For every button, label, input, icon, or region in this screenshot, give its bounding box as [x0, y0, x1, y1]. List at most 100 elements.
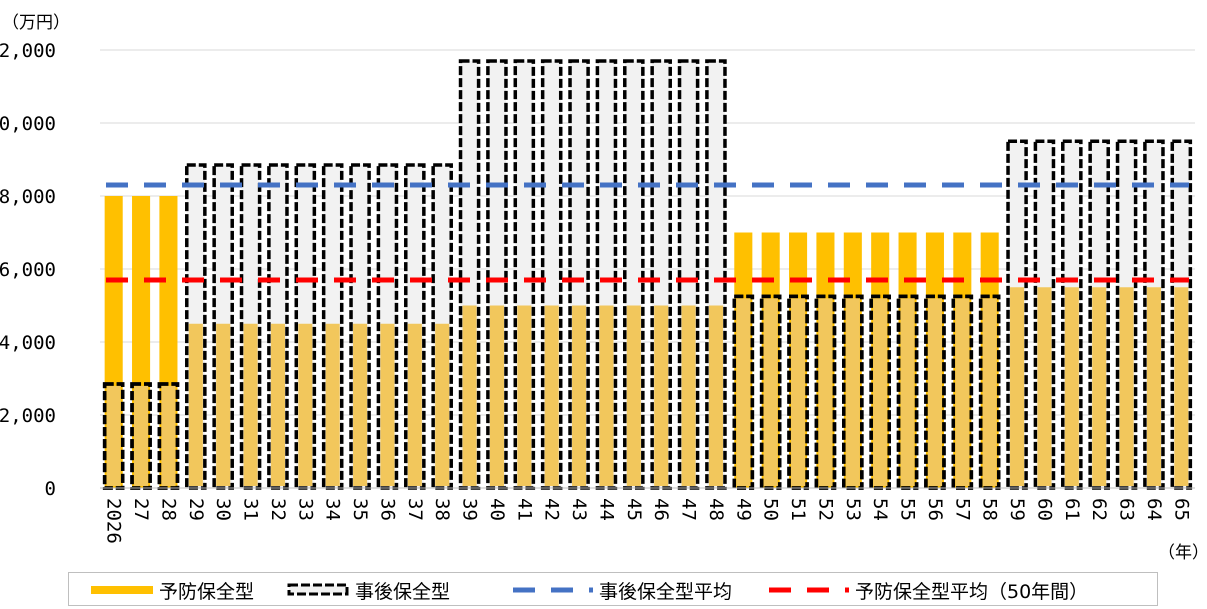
y-tick-label: 8,000 [0, 186, 56, 208]
legend-item-preventive: 予防保全型 [91, 573, 254, 607]
x-tick-label: 42 [541, 498, 563, 521]
x-tick-label: 63 [1116, 498, 1138, 521]
y-tick-label: 0 [45, 478, 56, 500]
y-tick-label: 2,000 [0, 405, 56, 427]
x-tick-label: 46 [650, 498, 672, 521]
bar-preventive-underlay [1146, 287, 1161, 486]
x-tick-label: 45 [623, 498, 645, 521]
bar-preventive-underlay [407, 323, 422, 486]
x-tick-label: 39 [459, 498, 481, 521]
y-tick-label: 4,000 [0, 332, 56, 354]
x-tick-label: 28 [157, 498, 179, 521]
x-tick-label: 64 [1143, 498, 1165, 521]
bar-preventive-underlay [462, 305, 477, 486]
x-tick-label: 59 [1006, 498, 1028, 521]
x-tick-label: 34 [322, 498, 344, 521]
legend-swatch-corrective-avg [513, 587, 593, 593]
x-axis-unit: （年） [1158, 543, 1207, 563]
bar-overlap-tint [791, 298, 806, 486]
x-tick-label: 49 [732, 498, 754, 521]
legend-swatch-corrective [287, 583, 349, 596]
bar-preventive-underlay [216, 323, 231, 486]
bar-overlap-tint [161, 385, 176, 486]
x-tick-label: 29 [185, 498, 207, 521]
bar-overlap-tint [873, 298, 888, 486]
bar-preventive-underlay [188, 323, 203, 486]
bar-preventive-underlay [380, 323, 395, 486]
x-tick-label: 37 [404, 498, 426, 521]
x-tick-label: 58 [979, 498, 1001, 521]
bar-overlap-tint [927, 298, 942, 486]
bar-overlap-tint [900, 298, 915, 486]
chart-svg: 02,0004,0006,0008,00010,00012,0002026272… [0, 40, 1195, 544]
bar-overlap-tint [845, 298, 860, 486]
bar-preventive-underlay [1010, 287, 1025, 486]
bar-corrective-outline [130, 382, 152, 490]
x-tick-label: 30 [212, 498, 234, 521]
legend-item-corrective: 事後保全型 [287, 573, 450, 607]
bar-overlap-tint [736, 298, 751, 486]
x-tick-label: 41 [513, 498, 535, 521]
bar-preventive-underlay [1119, 287, 1134, 486]
x-tick-label: 60 [1033, 498, 1055, 521]
legend-swatch-preventive-avg [769, 587, 849, 593]
x-tick-label: 53 [842, 498, 864, 521]
bar-preventive-underlay [353, 323, 368, 486]
bar-preventive-underlay [626, 305, 641, 486]
bar-preventive-underlay [708, 305, 723, 486]
bar-preventive-underlay [1174, 287, 1189, 486]
bar-corrective-outline [102, 382, 125, 490]
bar-preventive-underlay [572, 305, 587, 486]
x-tick-label: 35 [349, 498, 371, 521]
bar-preventive-underlay [681, 305, 696, 486]
x-tick-label: 40 [486, 498, 508, 521]
legend: 予防保全型 事後保全型 事後保全型平均 予防保全型平均（50年間） [68, 572, 1158, 606]
x-tick-label: 31 [240, 498, 262, 521]
x-tick-label: 65 [1170, 498, 1192, 521]
y-axis-unit: （万円） [2, 13, 70, 33]
x-tick-label: 38 [431, 498, 453, 521]
x-tick-label: 47 [678, 498, 700, 521]
bar-overlap-tint [134, 385, 149, 486]
bar-preventive-underlay [1092, 287, 1107, 486]
y-tick-label: 6,000 [0, 259, 56, 281]
x-tick-label: 43 [568, 498, 590, 521]
bar-preventive-underlay [270, 323, 285, 486]
x-tick-label: 54 [869, 498, 891, 521]
legend-item-corrective-avg: 事後保全型平均 [513, 573, 732, 607]
bar-preventive-underlay [1037, 287, 1052, 486]
x-tick-label: 62 [1088, 498, 1110, 521]
x-tick-label: 57 [951, 498, 973, 521]
bar-preventive-underlay [325, 323, 340, 486]
x-tick-label: 50 [760, 498, 782, 521]
legend-label-corrective: 事後保全型 [355, 580, 451, 603]
legend-label-preventive-avg: 予防保全型平均（50年間） [855, 580, 1089, 603]
x-tick-label: 55 [897, 498, 919, 521]
x-tick-label: 61 [1061, 498, 1083, 521]
legend-item-preventive-avg: 予防保全型平均（50年間） [769, 573, 1088, 607]
bar-overlap-tint [982, 298, 997, 486]
bar-preventive-underlay [435, 323, 450, 486]
bar-overlap-tint [955, 298, 970, 486]
bar-preventive-underlay [599, 305, 614, 486]
x-tick-label: 27 [130, 498, 152, 521]
legend-label-preventive: 予防保全型 [159, 580, 255, 603]
x-tick-label: 56 [924, 498, 946, 521]
x-tick-label: 33 [294, 498, 316, 521]
x-tick-label: 32 [267, 498, 289, 521]
bar-preventive-underlay [298, 323, 313, 486]
bar-preventive-underlay [654, 305, 669, 486]
bar-preventive-underlay [243, 323, 258, 486]
x-tick-label: 48 [705, 498, 727, 521]
bar-preventive-underlay [517, 305, 532, 486]
legend-label-corrective-avg: 事後保全型平均 [599, 580, 733, 603]
x-tick-label: 44 [595, 498, 617, 521]
x-tick-label: 2026 [103, 498, 125, 544]
bar-overlap-tint [818, 298, 833, 486]
y-tick-label: 12,000 [0, 40, 56, 62]
bar-corrective-outline [157, 382, 180, 490]
legend-swatch-preventive [91, 586, 153, 594]
x-tick-label: 51 [787, 498, 809, 521]
x-tick-label: 36 [376, 498, 398, 521]
x-tick-label: 52 [814, 498, 836, 521]
